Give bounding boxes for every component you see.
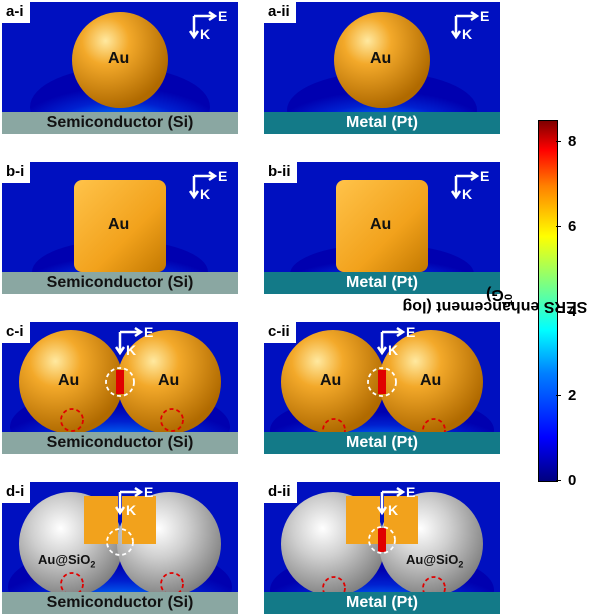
hotspot-circle <box>106 528 134 556</box>
k-vector-label: K <box>200 186 211 202</box>
particle-label: Au <box>158 372 180 389</box>
substrate-label: Metal (Pt) <box>264 592 500 614</box>
k-vector-label: K <box>200 26 211 42</box>
e-field-label: E <box>406 324 416 340</box>
gap-hotspot <box>378 528 386 552</box>
panel-label: b-i <box>2 162 31 183</box>
au-sphere-right <box>117 330 221 434</box>
substrate-label: Metal (Pt) <box>264 272 500 294</box>
e-field-label: E <box>144 324 154 340</box>
au-sphere-right <box>379 330 483 434</box>
axes-indicator: E K <box>450 8 490 44</box>
panel-label: c-i <box>2 322 30 343</box>
e-field-label: E <box>144 484 154 500</box>
particle-label: Au <box>108 50 130 67</box>
axes-indicator: E K <box>114 324 154 360</box>
panel-a-ii: Au a-ii E K Metal (Pt) <box>264 2 500 134</box>
e-field-label: E <box>218 168 228 184</box>
colorbar-tick <box>556 311 561 312</box>
e-field-label: E <box>480 168 490 184</box>
hotspot-circle <box>367 367 397 397</box>
colorbar-tick <box>556 480 561 481</box>
au-core-cutaway <box>384 496 418 544</box>
particle-label: Au <box>420 372 442 389</box>
colorbar-tick-label: 2 <box>568 387 577 404</box>
hotspot-circle <box>160 408 184 432</box>
colorbar-tick-label: 6 <box>568 218 577 235</box>
e-field-label: E <box>406 484 416 500</box>
au-core-cutaway <box>84 496 118 544</box>
colorbar-tick <box>556 395 561 396</box>
k-vector-label: K <box>388 502 399 518</box>
panel-label: d-ii <box>264 482 297 503</box>
au-sphere <box>334 12 430 108</box>
colorbar-tick <box>556 226 561 227</box>
au-core-cutaway <box>122 496 156 544</box>
hotspot-circle <box>60 408 84 432</box>
au-sphere-left <box>19 330 123 434</box>
panel-label: d-i <box>2 482 31 503</box>
k-vector-label: K <box>462 26 473 42</box>
gap-hotspot <box>116 370 124 394</box>
particle-label: Au <box>320 372 342 389</box>
k-vector-label: K <box>126 502 137 518</box>
au-sphere-left <box>281 330 385 434</box>
panel-c-ii: Au Au c-ii E K Metal (Pt) <box>264 322 500 454</box>
colorbar-tick-label: 8 <box>568 133 577 150</box>
hotspot-circle <box>105 367 135 397</box>
particle-label: Au <box>108 216 130 233</box>
substrate-label: Metal (Pt) <box>264 112 500 134</box>
axes-indicator: E K <box>188 168 228 204</box>
au-sphere <box>72 12 168 108</box>
particle-label: Au <box>370 50 392 67</box>
axes-indicator: E K <box>376 324 416 360</box>
axes-indicator: E K <box>188 8 228 44</box>
particle-label: Au <box>58 372 80 389</box>
e-field-label: E <box>218 8 228 24</box>
panel-b-ii: Au b-ii E K Metal (Pt) <box>264 162 500 294</box>
particle-label: Au <box>370 216 392 233</box>
panel-b-i: Au b-i E K Semiconductor (Si) <box>2 162 238 294</box>
panel-label: a-i <box>2 2 30 23</box>
axes-indicator: E K <box>376 484 416 520</box>
substrate-label: Metal (Pt) <box>264 432 500 454</box>
axes-indicator: E K <box>114 484 154 520</box>
panel-d-i: Au@SiO2 d-i E K Semiconductor (Si) <box>2 482 238 614</box>
au-cube <box>74 180 166 272</box>
substrate-label: Semiconductor (Si) <box>2 432 238 454</box>
substrate-label: Semiconductor (Si) <box>2 272 238 294</box>
colorbar-tick-label: 4 <box>568 303 577 320</box>
k-vector-label: K <box>462 186 473 202</box>
colorbar <box>538 120 558 482</box>
particle-label: Au@SiO2 <box>406 552 464 570</box>
au-cube <box>336 180 428 272</box>
panel-a-i: Au a-i E K Semiconductor (Si) <box>2 2 238 134</box>
substrate-label: Semiconductor (Si) <box>2 592 238 614</box>
axes-indicator: E K <box>450 168 490 204</box>
panel-label: b-ii <box>264 162 297 183</box>
panel-d-ii: Au@SiO2 d-ii E K Metal (Pt) <box>264 482 500 614</box>
substrate-label: Semiconductor (Si) <box>2 112 238 134</box>
k-vector-label: K <box>126 342 137 358</box>
panel-label: a-ii <box>264 2 296 23</box>
au-core-cutaway <box>346 496 380 544</box>
k-vector-label: K <box>388 342 399 358</box>
panel-c-i: Au Au c-i E K Semiconductor (Si) <box>2 322 238 454</box>
gap-hotspot <box>378 370 386 394</box>
hotspot-circle <box>368 526 396 554</box>
particle-label: Au@SiO2 <box>38 552 96 570</box>
panel-label: c-ii <box>264 322 296 343</box>
colorbar-tick-label: 0 <box>568 472 577 489</box>
e-field-label: E <box>480 8 490 24</box>
colorbar-tick <box>556 141 561 142</box>
